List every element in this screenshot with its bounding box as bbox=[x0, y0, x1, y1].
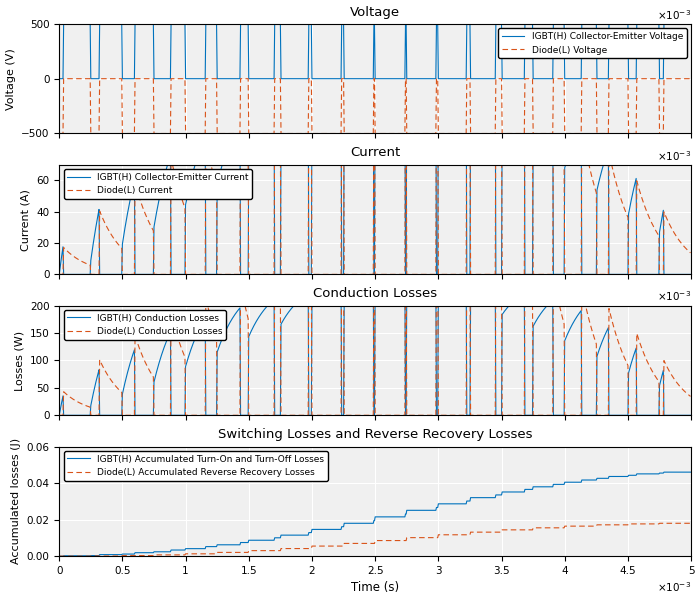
Y-axis label: Current (A): Current (A) bbox=[21, 188, 31, 251]
Legend: IGBT(H) Collector-Emitter Current, Diode(L) Current: IGBT(H) Collector-Emitter Current, Diode… bbox=[64, 169, 252, 199]
IGBT(H) Collector-Emitter Current bbox=[548, 107, 556, 114]
Diode(L) Conduction Losses bbox=[433, 248, 441, 256]
IGBT(H) Collector-Emitter Current bbox=[686, 271, 694, 278]
Diode(L) Accumulated Reverse Recovery Losses bbox=[686, 520, 694, 527]
IGBT(H) Collector-Emitter Current bbox=[432, 80, 440, 87]
Line: IGBT(H) Collector-Emitter Voltage: IGBT(H) Collector-Emitter Voltage bbox=[60, 24, 690, 79]
IGBT(H) Accumulated Turn-On and Turn-Off Losses bbox=[55, 553, 64, 560]
Diode(L) Current bbox=[559, 164, 568, 171]
Title: Switching Losses and Reverse Recovery Losses: Switching Losses and Reverse Recovery Lo… bbox=[218, 428, 533, 441]
IGBT(H) Conduction Losses bbox=[548, 297, 556, 304]
Line: IGBT(H) Collector-Emitter Current: IGBT(H) Collector-Emitter Current bbox=[60, 83, 690, 274]
Text: $\times10^{-3}$: $\times10^{-3}$ bbox=[657, 580, 691, 594]
IGBT(H) Conduction Losses bbox=[120, 385, 128, 392]
IGBT(H) Collector-Emitter Voltage bbox=[548, 75, 556, 82]
IGBT(H) Collector-Emitter Voltage bbox=[559, 20, 568, 28]
IGBT(H) Accumulated Turn-On and Turn-Off Losses bbox=[120, 550, 128, 557]
Diode(L) Current bbox=[333, 271, 342, 278]
IGBT(H) Conduction Losses bbox=[55, 412, 64, 419]
Diode(L) Accumulated Reverse Recovery Losses bbox=[55, 553, 64, 560]
Title: Conduction Losses: Conduction Losses bbox=[313, 287, 438, 301]
IGBT(H) Collector-Emitter Voltage bbox=[60, 20, 68, 28]
IGBT(H) Collector-Emitter Voltage bbox=[55, 75, 64, 82]
IGBT(H) Conduction Losses bbox=[686, 412, 694, 419]
Diode(L) Current bbox=[433, 85, 441, 92]
Diode(L) Conduction Losses bbox=[55, 412, 64, 419]
IGBT(H) Accumulated Turn-On and Turn-Off Losses bbox=[547, 483, 556, 490]
IGBT(H) Collector-Emitter Current bbox=[559, 271, 568, 278]
Y-axis label: Accumulated losses (J): Accumulated losses (J) bbox=[11, 438, 21, 565]
Diode(L) Voltage bbox=[311, 130, 319, 137]
Diode(L) Voltage bbox=[60, 75, 68, 82]
Diode(L) Voltage bbox=[548, 130, 556, 137]
IGBT(H) Collector-Emitter Voltage bbox=[334, 75, 342, 82]
Line: IGBT(H) Accumulated Turn-On and Turn-Off Losses: IGBT(H) Accumulated Turn-On and Turn-Off… bbox=[60, 472, 690, 556]
Text: $\times10^{-3}$: $\times10^{-3}$ bbox=[657, 8, 691, 22]
Diode(L) Conduction Losses bbox=[559, 318, 568, 325]
Diode(L) Conduction Losses bbox=[120, 412, 128, 419]
Diode(L) Accumulated Reverse Recovery Losses bbox=[333, 542, 342, 550]
Diode(L) Current bbox=[489, 271, 498, 278]
Line: Diode(L) Conduction Losses: Diode(L) Conduction Losses bbox=[60, 252, 690, 415]
IGBT(H) Accumulated Turn-On and Turn-Off Losses bbox=[559, 481, 567, 488]
IGBT(H) Collector-Emitter Current bbox=[120, 232, 128, 239]
IGBT(H) Collector-Emitter Current bbox=[310, 113, 319, 120]
Diode(L) Voltage bbox=[120, 130, 129, 137]
Diode(L) Conduction Losses bbox=[548, 412, 556, 419]
IGBT(H) Conduction Losses bbox=[310, 301, 319, 308]
IGBT(H) Accumulated Turn-On and Turn-Off Losses bbox=[310, 526, 319, 533]
Text: $\times10^{-3}$: $\times10^{-3}$ bbox=[657, 290, 691, 304]
Legend: IGBT(H) Accumulated Turn-On and Turn-Off Losses, Diode(L) Accumulated Reverse Re: IGBT(H) Accumulated Turn-On and Turn-Off… bbox=[64, 451, 328, 481]
IGBT(H) Collector-Emitter Voltage bbox=[686, 20, 694, 28]
IGBT(H) Conduction Losses bbox=[333, 285, 342, 292]
IGBT(H) Collector-Emitter Voltage bbox=[489, 75, 498, 82]
Diode(L) Voltage bbox=[686, 75, 694, 82]
IGBT(H) Accumulated Turn-On and Turn-Off Losses bbox=[333, 526, 342, 533]
Legend: IGBT(H) Collector-Emitter Voltage, Diode(L) Voltage: IGBT(H) Collector-Emitter Voltage, Diode… bbox=[498, 28, 687, 58]
Diode(L) Voltage bbox=[559, 75, 568, 82]
IGBT(H) Accumulated Turn-On and Turn-Off Losses bbox=[660, 469, 668, 476]
Diode(L) Conduction Losses bbox=[333, 412, 342, 419]
Diode(L) Current bbox=[120, 271, 128, 278]
Diode(L) Accumulated Reverse Recovery Losses bbox=[547, 524, 556, 532]
IGBT(H) Conduction Losses bbox=[489, 284, 498, 291]
Diode(L) Current bbox=[686, 249, 694, 256]
Diode(L) Conduction Losses bbox=[686, 393, 694, 400]
Diode(L) Current bbox=[548, 271, 556, 278]
IGBT(H) Collector-Emitter Voltage bbox=[120, 75, 129, 82]
Diode(L) Accumulated Reverse Recovery Losses bbox=[489, 529, 497, 536]
IGBT(H) Collector-Emitter Current bbox=[55, 271, 64, 278]
Diode(L) Voltage bbox=[334, 130, 342, 137]
Legend: IGBT(H) Conduction Losses, Diode(L) Conduction Losses: IGBT(H) Conduction Losses, Diode(L) Cond… bbox=[64, 310, 226, 340]
X-axis label: Time (s): Time (s) bbox=[351, 581, 399, 595]
Diode(L) Voltage bbox=[55, 130, 64, 137]
Y-axis label: Losses (W): Losses (W) bbox=[14, 331, 24, 391]
Diode(L) Accumulated Reverse Recovery Losses bbox=[310, 542, 319, 550]
Line: Diode(L) Current: Diode(L) Current bbox=[60, 88, 690, 274]
Y-axis label: Voltage (V): Voltage (V) bbox=[6, 48, 15, 110]
Diode(L) Current bbox=[55, 271, 64, 278]
Line: Diode(L) Voltage: Diode(L) Voltage bbox=[60, 79, 690, 133]
IGBT(H) Accumulated Turn-On and Turn-Off Losses bbox=[686, 469, 694, 476]
Diode(L) Accumulated Reverse Recovery Losses bbox=[120, 552, 128, 559]
IGBT(H) Conduction Losses bbox=[432, 278, 440, 285]
Line: IGBT(H) Conduction Losses: IGBT(H) Conduction Losses bbox=[60, 281, 690, 415]
IGBT(H) Accumulated Turn-On and Turn-Off Losses bbox=[489, 494, 497, 501]
Diode(L) Voltage bbox=[489, 130, 498, 137]
IGBT(H) Collector-Emitter Current bbox=[333, 90, 342, 97]
Diode(L) Current bbox=[310, 271, 319, 278]
Title: Voltage: Voltage bbox=[350, 5, 400, 19]
IGBT(H) Conduction Losses bbox=[559, 412, 568, 419]
Diode(L) Accumulated Reverse Recovery Losses bbox=[655, 520, 664, 527]
Diode(L) Conduction Losses bbox=[489, 412, 498, 419]
Line: Diode(L) Accumulated Reverse Recovery Losses: Diode(L) Accumulated Reverse Recovery Lo… bbox=[60, 523, 690, 556]
Title: Current: Current bbox=[350, 146, 400, 160]
Text: $\times10^{-3}$: $\times10^{-3}$ bbox=[657, 149, 691, 163]
IGBT(H) Collector-Emitter Current bbox=[489, 88, 498, 95]
IGBT(H) Collector-Emitter Voltage bbox=[311, 75, 319, 82]
Diode(L) Accumulated Reverse Recovery Losses bbox=[559, 524, 567, 532]
Diode(L) Conduction Losses bbox=[310, 412, 319, 419]
